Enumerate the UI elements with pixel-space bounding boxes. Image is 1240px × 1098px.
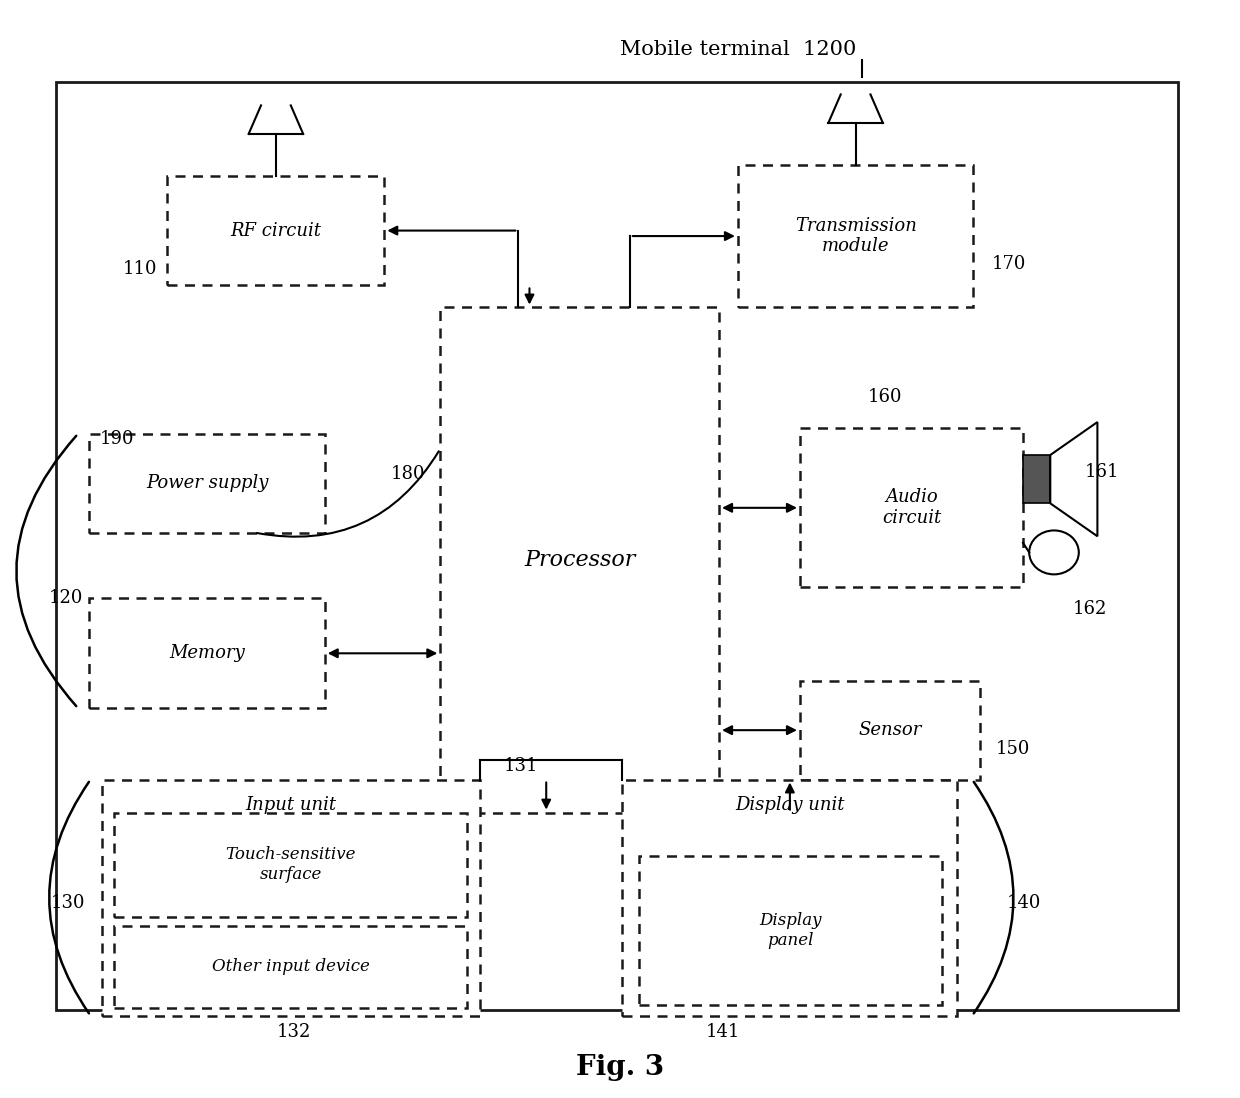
Text: 170: 170	[992, 255, 1027, 272]
Bar	[1023, 455, 1050, 503]
Text: Other input device: Other input device	[212, 959, 370, 975]
Bar	[114, 926, 467, 1008]
Bar	[738, 165, 973, 307]
Text: Display
panel: Display panel	[759, 912, 822, 949]
Text: 162: 162	[1073, 601, 1107, 618]
Bar	[800, 428, 1023, 587]
Bar	[114, 813, 467, 917]
Text: Touch-sensitive
surface: Touch-sensitive surface	[226, 847, 356, 883]
Text: 120: 120	[48, 590, 83, 607]
Text: 160: 160	[868, 389, 903, 406]
Bar	[102, 780, 480, 1016]
Text: 130: 130	[51, 894, 86, 911]
Text: 150: 150	[996, 740, 1030, 758]
Text: Display unit: Display unit	[735, 796, 844, 814]
Text: 131: 131	[503, 758, 538, 775]
Bar	[56, 82, 1178, 1010]
Bar	[167, 176, 384, 285]
Bar	[800, 681, 980, 780]
Bar	[440, 307, 719, 813]
Text: 161: 161	[1085, 463, 1120, 481]
Text: 110: 110	[123, 260, 157, 278]
Polygon shape	[1050, 422, 1097, 536]
Text: 141: 141	[706, 1023, 740, 1041]
Bar	[622, 780, 957, 1016]
Text: Input unit: Input unit	[246, 796, 336, 814]
Text: 190: 190	[99, 430, 134, 448]
Text: Fig. 3: Fig. 3	[575, 1054, 665, 1080]
Text: Power supply: Power supply	[146, 474, 268, 492]
Text: RF circuit: RF circuit	[231, 222, 321, 239]
Text: Processor: Processor	[525, 549, 635, 571]
Text: Audio
circuit: Audio circuit	[882, 489, 941, 527]
Text: 132: 132	[277, 1023, 311, 1041]
Text: Memory: Memory	[169, 645, 246, 662]
Bar	[89, 434, 325, 533]
Text: Mobile terminal  1200: Mobile terminal 1200	[620, 40, 856, 59]
Text: 180: 180	[391, 466, 425, 483]
Text: Sensor: Sensor	[858, 721, 921, 739]
Text: Transmission
module: Transmission module	[795, 216, 916, 256]
Bar	[89, 598, 325, 708]
Text: 140: 140	[1007, 894, 1042, 911]
Bar	[639, 856, 942, 1005]
